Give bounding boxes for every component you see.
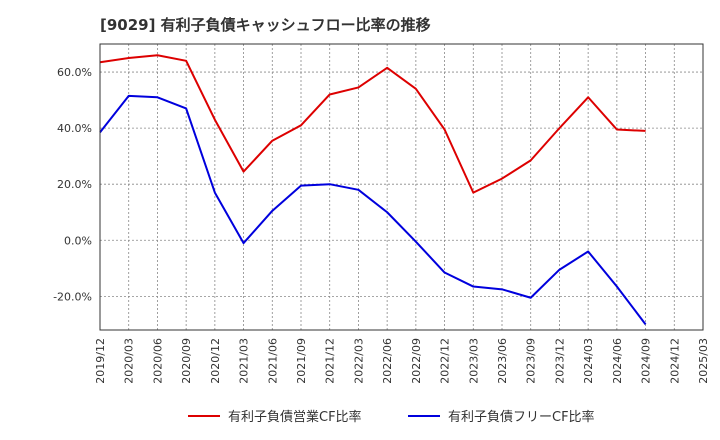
legend: 有利子負債営業CF比率 有利子負債フリーCF比率 [188,409,595,425]
x-tick-label: 2024/09 [640,338,653,384]
legend-label-1: 有利子負債営業CF比率 [228,409,362,425]
x-tick-label: 2022/09 [410,338,423,384]
x-tick-label: 2025/03 [697,338,710,384]
legend-label-2: 有利子負債フリーCF比率 [448,409,595,425]
axes: 60.0% 40.0% 20.0% 0.0% -20.0% 2019/12 2020/03 2… [53,43,710,384]
series-line-2 [99,94,647,325]
chart-title: [9029] 有利子負債キャッシュフロー比率の推移 [100,16,431,34]
x-tick-label: 2022/03 [352,338,365,384]
y-tick-label: -20.0% [53,290,92,303]
x-tick-label: 2020/03 [123,338,136,384]
x-tick-label: 2023/03 [467,338,480,384]
x-tick-label: 2023/12 [553,338,566,384]
plot-frame [99,43,704,331]
grid-lines [99,44,704,330]
x-tick-label: 2022/06 [381,338,394,384]
x-tick-label: 2021/12 [324,338,337,384]
x-tick-label: 2021/03 [238,338,251,384]
x-tick-label: 2020/06 [151,338,164,384]
x-tick-label: 2020/12 [209,338,222,384]
x-tick-label: 2024/12 [668,338,681,384]
x-tick-label: 2024/03 [582,338,595,384]
y-tick-label: 40.0% [57,122,92,135]
x-tick-label: 2023/09 [525,338,538,384]
x-tick-label: 2021/06 [266,338,279,384]
x-tick-label: 2019/12 [94,338,107,384]
x-tick-label: 2020/09 [180,338,193,384]
y-tick-label: 60.0% [57,66,92,79]
y-tick-label: 20.0% [57,178,92,191]
x-tick-label: 2022/12 [439,338,452,384]
series-lines [99,54,647,325]
x-tick-label: 2021/09 [295,338,308,384]
series-line-1 [99,54,646,194]
y-tick-label: 0.0% [64,234,92,247]
x-tick-label: 2024/06 [611,338,624,384]
x-tick-label: 2023/06 [496,338,509,384]
